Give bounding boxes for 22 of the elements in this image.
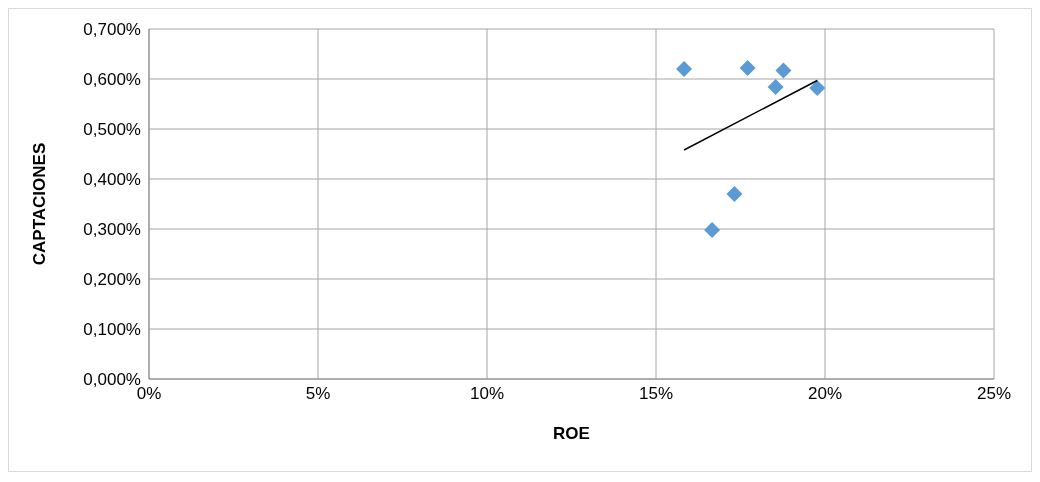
x-axis-title: ROE — [553, 424, 590, 443]
y-tick-label: 0,100% — [83, 320, 141, 340]
y-tick-label: 0,400% — [83, 170, 141, 190]
y-tick-label: 0,600% — [83, 70, 141, 90]
x-tick-label: 25% — [976, 384, 1012, 404]
point — [775, 62, 792, 79]
point — [726, 186, 743, 202]
x-tick-label: 20% — [807, 384, 843, 404]
y-tick-label: 0,300% — [83, 220, 141, 240]
y-tick-label: 0,200% — [83, 270, 141, 290]
x-tick-label: 5% — [305, 384, 331, 404]
point — [676, 61, 693, 77]
point — [704, 222, 721, 238]
y-tick-label: 0,700% — [83, 20, 141, 40]
point — [767, 79, 784, 95]
x-tick-label: 0% — [136, 384, 162, 404]
y-tick-label: 0,500% — [83, 120, 141, 140]
y-axis-title: CAPTACIONES — [30, 142, 50, 266]
point — [739, 60, 756, 76]
x-tick-label: 15% — [638, 384, 674, 404]
point — [809, 80, 826, 96]
x-tick-label: 10% — [469, 384, 505, 404]
